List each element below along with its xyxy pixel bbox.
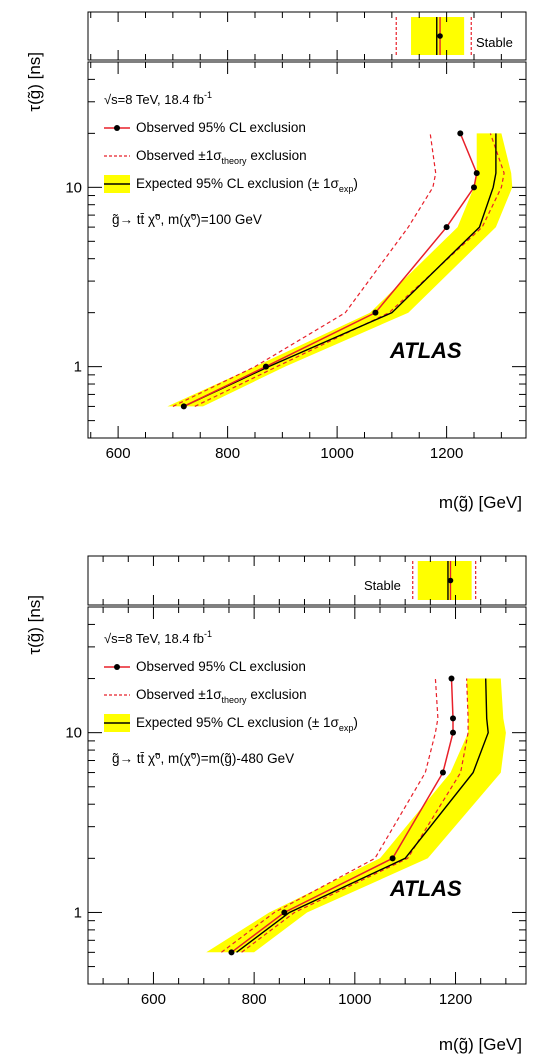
chart1-legend-process: g̃→ tt̄ χ̃⁰, m(χ̃⁰)=100 GeV [112,212,262,227]
chart1-x-tick-label: 600 [106,445,131,462]
chart2-y-tick-label: 10 [65,725,82,742]
chart2-legend: √s=8 TeV, 18.4 fb-1 Observed 95% CL exclu… [104,629,358,766]
chart2-atlas-label: ATLAS [389,876,462,901]
chart1-theory-up-line [172,133,437,407]
chart2-legend-theory-label: Observed ±1σtheory exclusion [136,687,307,705]
chart2-x-tick-label: 600 [141,991,166,1008]
chart1-observed-point [457,130,464,137]
chart2-x-tick-label: 800 [242,991,267,1008]
chart2-plot-frame [87,606,527,985]
chart1-x-axis-title: m(g̃) [GeV] [439,493,522,512]
chart1-observed-point [262,363,269,370]
chart1-observed-point [180,403,187,410]
chart1-legend-theory-pre: Observed ±1 [136,148,213,163]
chart2-stable-observed-point [447,577,454,584]
chart2-legend-theory-pre: Observed ±1 [136,687,213,702]
chart1-x-tick-label: 800 [215,445,240,462]
chart2-expected-line [236,678,489,953]
chart1-legend-expected-sub: exp [339,184,354,194]
chart2-theory-up-line [221,678,439,953]
chart2-x-tick-label: 1200 [439,991,472,1008]
chart1-legend-expected-pre: Expected 95% CL exclusion (± 1 [136,176,331,191]
chart2-y-tick-label: 1 [74,904,82,921]
chart2-legend-expected-pre: Expected 95% CL exclusion (± 1 [136,715,331,730]
chart2-observed-point [389,855,396,862]
chart2-legend-energy: √s=8 TeV, 18.4 fb-1 [104,629,212,646]
chart2-legend-sigma-exp: σ [331,715,340,730]
chart2-stable-expected-band [417,561,472,600]
chart1-legend-theory-label: Observed ±1σtheory exclusion [136,148,307,166]
chart1-legend: √s=8 TeV, 18.4 fb-1 Observed 95% CL exclu… [104,90,358,227]
chart1-observed-point [473,170,480,177]
chart2-y-axis-title: τ(g̃) [ns] [25,595,44,655]
chart2-expected-band [206,678,506,953]
chart2-legend-observed-label: Observed 95% CL exclusion [136,659,306,674]
chart2-sqrt-symbol: √ [104,631,112,646]
chart2-legend-sigma: σ [213,687,222,702]
chart2-panel: Stable 600 800 1000 1200 1 10 m(g̃) [GeV] τ(g̃) … [25,555,527,1054]
chart2-theory-down-line [241,678,469,953]
chart1-x-tick-label: 1200 [430,445,463,462]
chart2-energy-text: s=8 TeV, 18.4 fb [111,631,204,646]
chart2-energy-sup: -1 [204,629,212,639]
chart2-stable-frame [87,555,527,606]
chart1-legend-sigma-exp: σ [331,176,340,191]
chart1-legend-expected-label: Expected 95% CL exclusion (± 1σexp) [136,176,358,194]
chart2-legend-theory-post: exclusion [247,687,307,702]
chart2-x-tick-label: 1000 [338,991,371,1008]
chart1-panel: Stable 600 800 1000 1200 1 10 m(g̃) [GeV] τ(g̃) … [25,11,527,512]
chart1-observed-point [470,184,477,191]
chart1-stable-label: Stable [476,35,513,50]
chart1-legend-observed-marker [114,125,120,131]
chart1-sqrt-symbol: √ [104,92,112,107]
chart2-legend-expected-label: Expected 95% CL exclusion (± 1σexp) [136,715,358,733]
chart1-y-tick-label: 1 [74,359,82,376]
chart2-legend-theory-sub: theory [222,695,248,705]
chart1-x-tick-label: 1000 [320,445,353,462]
chart2-observed-point [450,729,456,736]
chart1-observed-point [443,224,450,231]
chart2-legend-expected-sub: exp [339,723,354,733]
chart1-legend-expected-post: ) [353,176,358,191]
chart1-energy-text: s=8 TeV, 18.4 fb [111,92,204,107]
chart1-atlas-label: ATLAS [389,338,462,363]
chart1-legend-observed-label: Observed 95% CL exclusion [136,120,306,135]
chart2-observed-point [450,715,456,722]
chart2-observed-point [439,769,446,776]
chart2-legend-observed-marker [114,664,120,670]
chart1-observed-point [372,309,379,316]
chart1-plot-frame [87,61,527,439]
chart2-observed-point [281,909,288,916]
chart1-energy-sup: -1 [204,90,212,100]
chart2-x-axis-title: m(g̃) [GeV] [439,1035,522,1054]
chart1-y-tick-label: 10 [65,179,82,196]
chart1-legend-theory-sub: theory [222,156,248,166]
chart1-stable-observed-point [437,33,443,39]
chart1-legend-sigma: σ [213,148,222,163]
chart2-legend-expected-post: ) [353,715,358,730]
chart2-stable-label: Stable [364,578,401,593]
chart1-legend-theory-post: exclusion [247,148,307,163]
chart1-y-axis-title: τ(g̃) [ns] [25,52,44,112]
chart2-observed-point [228,949,235,956]
chart2-observed-point [448,675,455,682]
chart1-legend-energy: √s=8 TeV, 18.4 fb-1 [104,90,212,107]
chart1-expected-band [167,133,513,407]
chart1-theory-down-line [194,133,505,407]
chart1-stable-frame [87,11,527,61]
chart2-legend-process: g̃→ tt̄ χ̃⁰, m(χ̃⁰)=m(g̃)-480 GeV [112,751,294,766]
